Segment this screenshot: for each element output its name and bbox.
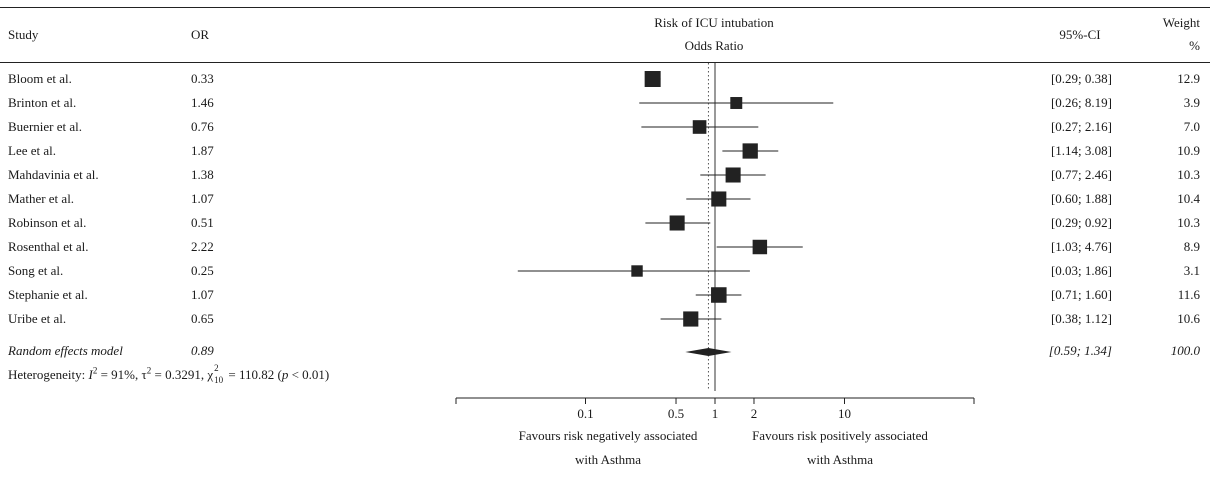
study-name: Uribe et al. xyxy=(8,311,67,326)
header-study: Study xyxy=(8,27,39,42)
study-or: 0.33 xyxy=(191,71,214,86)
study-or: 0.76 xyxy=(191,119,214,134)
right-favours-label-2: with Asthma xyxy=(806,452,874,467)
study-ci: [0.03; 1.86] xyxy=(1050,263,1112,278)
tau-sup: 2 xyxy=(146,365,152,376)
study-marker xyxy=(730,97,743,109)
study-weight: 3.1 xyxy=(1183,263,1200,278)
study-ci: [0.29; 0.38] xyxy=(1050,71,1112,86)
study-marker xyxy=(711,287,727,303)
study-or: 1.87 xyxy=(191,143,214,158)
study-ci: [0.26; 8.19] xyxy=(1050,95,1112,110)
header-rule xyxy=(0,62,1210,63)
study-marker xyxy=(742,143,758,159)
axis-title: Odds Ratio xyxy=(684,38,744,53)
study-name: Robinson et al. xyxy=(8,215,87,230)
study-name: Buernier et al. xyxy=(8,119,82,134)
top-rule xyxy=(0,7,1210,8)
study-or: 0.65 xyxy=(191,311,214,326)
study-ci: [0.38; 1.12] xyxy=(1050,311,1112,326)
summary-weight: 100.0 xyxy=(1170,343,1200,358)
study-marker xyxy=(752,239,768,255)
study-marker xyxy=(644,71,661,87)
study-name: Lee et al. xyxy=(8,143,56,158)
left-favours-label-1: Favours risk negatively associated xyxy=(518,428,698,443)
x-tick-label: 10 xyxy=(838,406,851,421)
x-tick-label: 0.1 xyxy=(577,406,593,421)
study-marker xyxy=(669,215,685,231)
study-ci: [0.77; 2.46] xyxy=(1050,167,1112,182)
tau-symbol: τ xyxy=(141,367,147,382)
study-ci: [0.27; 2.16] xyxy=(1050,119,1112,134)
chi-symbol: χ xyxy=(207,367,214,382)
study-or: 1.07 xyxy=(191,287,214,302)
study-or: 1.38 xyxy=(191,167,214,182)
study-ci: [1.14; 3.08] xyxy=(1050,143,1112,158)
study-weight: 7.0 xyxy=(1183,119,1200,134)
chart-title: Risk of ICU intubation xyxy=(654,15,774,30)
summary-or: 0.89 xyxy=(191,343,214,358)
study-ci: [0.71; 1.60] xyxy=(1050,287,1112,302)
x-tick-label: 0.5 xyxy=(668,406,684,421)
chi-value: = 110.82 ( xyxy=(225,367,282,382)
study-weight: 10.3 xyxy=(1177,167,1200,182)
p-symbol: p xyxy=(281,367,289,382)
header-weight: Weight xyxy=(1162,15,1200,30)
header-or: OR xyxy=(191,27,210,42)
study-marker xyxy=(711,191,727,207)
summary-diamond xyxy=(685,348,732,356)
p-value: < 0.01) xyxy=(288,367,330,382)
study-or: 0.51 xyxy=(191,215,214,230)
study-weight: 10.9 xyxy=(1177,143,1200,158)
i2-value: = 91%, xyxy=(97,367,142,382)
study-marker xyxy=(725,167,741,183)
study-ci: [0.60; 1.88] xyxy=(1050,191,1112,206)
study-name: Stephanie et al. xyxy=(8,287,88,302)
i2-symbol: I xyxy=(88,367,93,382)
study-name: Rosenthal et al. xyxy=(8,239,89,254)
study-or: 1.46 xyxy=(191,95,214,110)
study-name: Song et al. xyxy=(8,263,64,278)
heterogeneity-prefix: Heterogeneity: xyxy=(8,367,89,382)
right-favours-label-1: Favours risk positively associated xyxy=(752,428,928,443)
study-marker xyxy=(692,120,707,134)
study-marker xyxy=(631,265,643,277)
study-name: Brinton et al. xyxy=(8,95,77,110)
x-tick-label: 1 xyxy=(712,406,719,421)
study-weight: 10.6 xyxy=(1177,311,1200,326)
study-weight: 11.6 xyxy=(1177,287,1200,302)
study-or: 0.25 xyxy=(191,263,214,278)
study-name: Mahdavinia et al. xyxy=(8,167,99,182)
left-favours-label-2: with Asthma xyxy=(574,452,642,467)
study-name: Bloom et al. xyxy=(8,71,72,86)
study-marker xyxy=(683,311,699,327)
study-ci: [0.29; 0.92] xyxy=(1050,215,1112,230)
study-weight: 3.9 xyxy=(1183,95,1200,110)
i2-sup: 2 xyxy=(92,365,98,376)
study-ci: [1.03; 4.76] xyxy=(1050,239,1112,254)
header-weight-unit: % xyxy=(1189,38,1200,53)
study-or: 2.22 xyxy=(191,239,214,254)
tau-value: = 0.3291, xyxy=(151,367,208,382)
study-name: Mather et al. xyxy=(8,191,75,206)
study-weight: 10.3 xyxy=(1177,215,1200,230)
study-weight: 10.4 xyxy=(1177,191,1200,206)
summary-ci: [0.59; 1.34] xyxy=(1048,343,1112,358)
x-tick-label: 2 xyxy=(751,406,758,421)
study-or: 1.07 xyxy=(191,191,214,206)
header-ci: 95%-CI xyxy=(1059,27,1101,42)
summary-name: Random effects model xyxy=(8,343,123,358)
study-weight: 8.9 xyxy=(1183,239,1200,254)
study-weight: 12.9 xyxy=(1177,71,1200,86)
